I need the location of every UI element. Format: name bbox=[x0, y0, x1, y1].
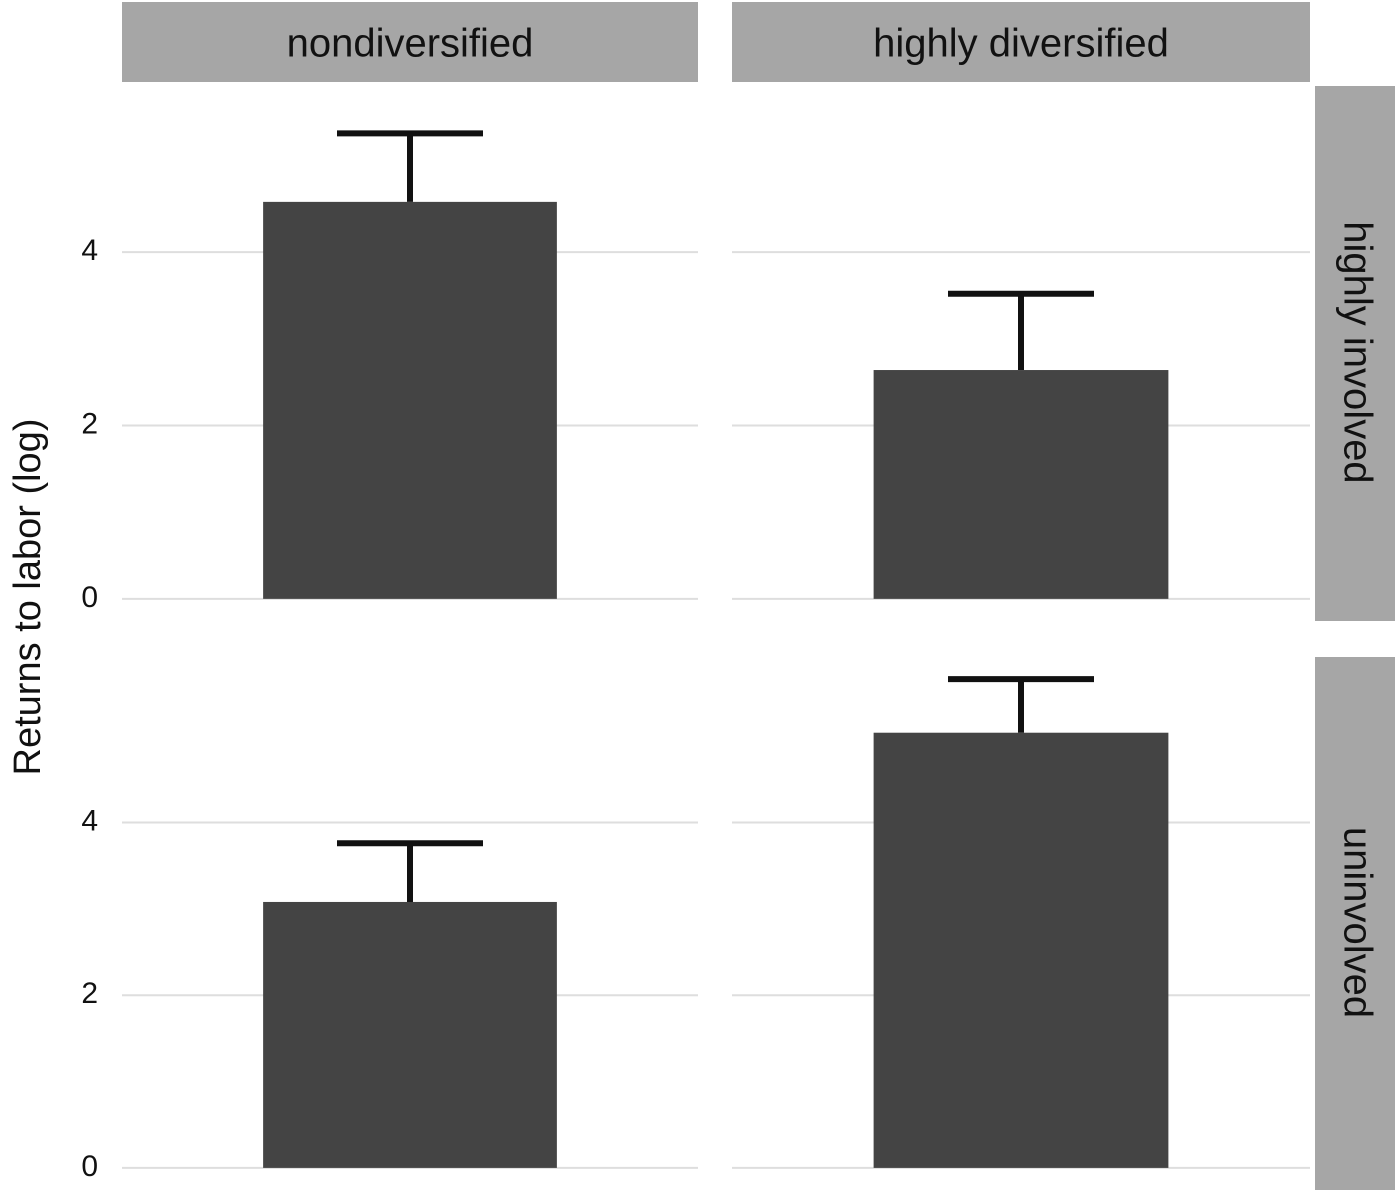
row-strip-label: highly involved bbox=[1335, 221, 1379, 483]
y-tick-label: 2 bbox=[81, 977, 98, 1010]
bar bbox=[263, 201, 557, 599]
column-strip-label: nondiversified bbox=[287, 22, 534, 66]
row-strip-label: uninvolved bbox=[1335, 827, 1379, 1018]
column-strip bbox=[122, 2, 698, 82]
bar bbox=[263, 901, 557, 1168]
y-tick-label: 0 bbox=[81, 581, 98, 614]
row-strip bbox=[1315, 86, 1395, 621]
column-strip bbox=[732, 2, 1310, 82]
y-tick-label: 4 bbox=[81, 804, 98, 837]
bar bbox=[873, 370, 1169, 599]
y-tick-label: 0 bbox=[81, 1150, 98, 1183]
y-tick-label: 2 bbox=[81, 407, 98, 440]
y-axis-title: Returns to labor (log) bbox=[7, 419, 49, 776]
bar bbox=[873, 732, 1169, 1168]
y-tick-label: 4 bbox=[81, 234, 98, 267]
row-strip bbox=[1315, 657, 1395, 1190]
column-strip-label: highly diversified bbox=[873, 22, 1169, 66]
